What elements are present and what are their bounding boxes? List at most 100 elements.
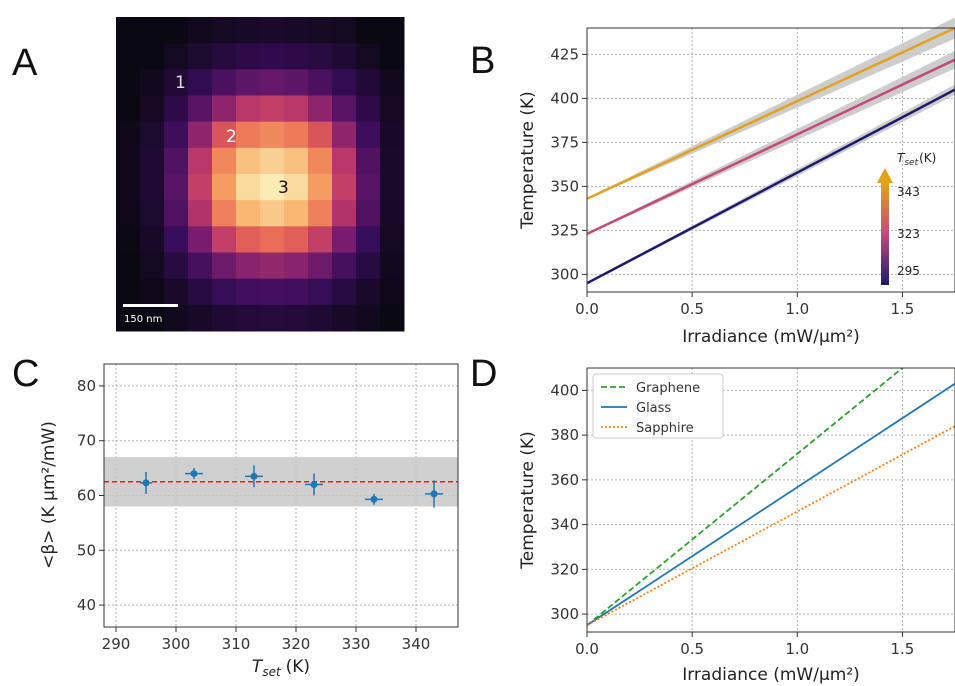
heatmap-cell: [236, 252, 261, 280]
chart-b-colorbar-title: Tset(K): [897, 151, 936, 168]
heatmap-cell: [188, 95, 213, 123]
heatmap-cell: [380, 147, 405, 175]
heatmap-cell: [236, 147, 261, 175]
chart-d-x-tick-label: 0.5: [680, 640, 704, 658]
chart-c-x-tick-label: 300: [162, 635, 191, 653]
chart-b-colorbar-tick-label: 323: [897, 227, 920, 241]
chart-d-legend-label: Sapphire: [636, 421, 694, 436]
heatmap-cell: [380, 304, 405, 332]
chart-d-x-tick-label: 0.0: [575, 640, 599, 658]
heatmap-cell: [380, 278, 405, 306]
heatmap-cell: [284, 69, 309, 96]
chart-c-x-axis-label: Tset (K): [252, 657, 310, 679]
heatmap-cell: [284, 278, 309, 306]
heatmap-cell: [164, 200, 189, 227]
heatmap-cell: [164, 147, 189, 175]
heatmap-cell: [212, 17, 237, 44]
heatmap-cell: [284, 147, 309, 175]
chart-b-y-axis-label: Temperature (K): [518, 91, 538, 230]
heatmap-cell: [140, 200, 165, 227]
heatmap-cell: [212, 226, 237, 253]
heatmap-cell: [164, 278, 189, 306]
chart-d-y-tick-label: 320: [550, 560, 579, 578]
chart-b-x-tick-label: 1.0: [785, 300, 809, 318]
heatmap-cell: [140, 252, 165, 280]
heatmap-cell: [308, 69, 333, 96]
heatmap-cell: [284, 304, 309, 332]
heatmap-cell: [308, 43, 333, 70]
chart-d-series-line: [586, 382, 955, 627]
heatmap-cell: [284, 200, 309, 227]
heatmap-cell: [332, 174, 357, 201]
heatmap-cell: [236, 95, 261, 123]
heatmap-cell: [164, 121, 189, 149]
chart-c-y-axis-label: <β> (K μm²/mW): [39, 421, 59, 569]
heatmap-cell: [308, 278, 333, 306]
heatmap-cell: [332, 147, 357, 175]
heatmap-cell: [212, 69, 237, 96]
chart-d-y-tick-label: 400: [550, 381, 579, 399]
heatmap-cell: [308, 174, 333, 201]
chart-c-y-tick-label: 50: [77, 541, 96, 559]
chart-c-y-tick-label: 60: [77, 487, 96, 505]
chart-b-frame: [586, 27, 955, 293]
heatmap-cell: [236, 17, 261, 44]
heatmap-cell: [236, 69, 261, 96]
heatmap-cell: [236, 43, 261, 70]
heatmap-cell: [356, 278, 381, 306]
heatmap-cell: [356, 226, 381, 253]
heatmap-cell: [380, 121, 405, 149]
heatmap-cell: [116, 174, 141, 201]
chart-c-x-axis-label-main: T: [252, 657, 264, 677]
heatmap-cell: [308, 252, 333, 280]
heatmap-cell: [356, 304, 381, 332]
point-label-2: 2: [226, 127, 237, 147]
heatmap-cell: [260, 226, 285, 253]
chart-b-series-line: [586, 26, 955, 200]
chart-b-plot-area: [587, 28, 955, 292]
heatmap-cell: [260, 174, 285, 201]
scale-bar: [123, 304, 178, 307]
heatmap-cell: [332, 304, 357, 332]
heatmap-cell: [332, 278, 357, 306]
chart-b-colorbar-title-main: T: [897, 151, 906, 165]
panel-letter-b: B: [470, 40, 496, 82]
heatmap-cell: [284, 226, 309, 253]
heatmap-cell: [260, 95, 285, 123]
heatmap-cell: [140, 17, 165, 44]
heatmap-cell: [140, 304, 165, 332]
heatmap-cell: [260, 121, 285, 149]
heatmap-cell: [116, 200, 141, 227]
heatmap-cell: [212, 121, 237, 149]
heatmap-cell: [116, 304, 141, 332]
heatmap-cell: [380, 43, 405, 70]
chart-c-y-tick-label: 40: [77, 596, 96, 614]
chart-c-y-tick-label: 80: [77, 377, 96, 395]
heatmap-cell: [116, 121, 141, 149]
chart-b-colorbar-title-sub: set: [904, 158, 918, 168]
heatmap-cell: [332, 252, 357, 280]
heatmap-cell: [140, 69, 165, 96]
chart-c-x-tick-label: 340: [402, 635, 431, 653]
heatmap-cell: [308, 304, 333, 332]
heatmap-cell: [188, 17, 213, 44]
heatmap-cell: [356, 95, 381, 123]
heatmap-cell: [140, 43, 165, 70]
heatmap-cell: [236, 121, 261, 149]
heatmap-cell: [284, 95, 309, 123]
heatmap-cell: [380, 200, 405, 227]
point-label-1: 1: [175, 73, 186, 93]
chart-b-colorbar-title-unit: (K): [919, 151, 936, 165]
heatmap-cell: [380, 174, 405, 201]
heatmap-cell: [236, 304, 261, 332]
heatmap-cell: [284, 174, 309, 201]
heatmap-cell: [116, 147, 141, 175]
heatmap-cell: [188, 200, 213, 227]
heatmap-cell: [164, 95, 189, 123]
heatmap-cell: [188, 147, 213, 175]
heatmap-cell: [308, 226, 333, 253]
heatmap-cell: [332, 17, 357, 44]
